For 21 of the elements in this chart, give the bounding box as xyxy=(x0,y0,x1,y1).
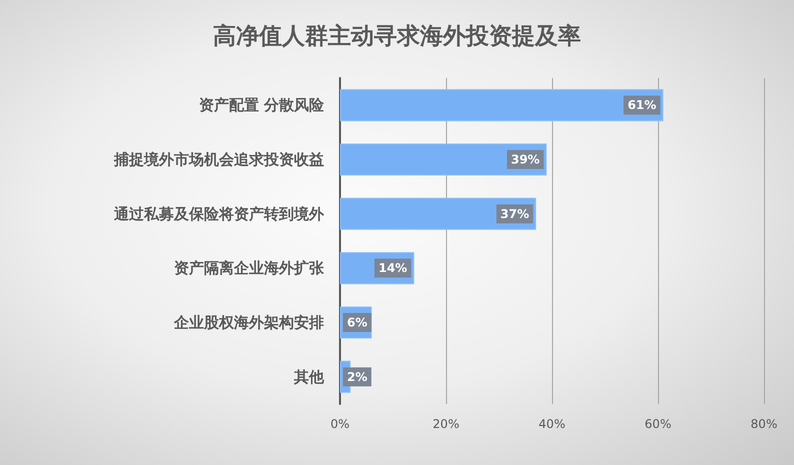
x-tick-label: 40% xyxy=(538,417,566,431)
bar xyxy=(340,143,547,176)
x-tick-label: 80% xyxy=(750,417,778,431)
data-label: 39% xyxy=(510,152,540,166)
y-tick-label: 资产隔离企业海外扩张 xyxy=(174,259,325,278)
data-label: 61% xyxy=(628,98,656,112)
data-label: 2% xyxy=(347,370,368,384)
y-tick-label: 企业股权海外架构安排 xyxy=(173,314,324,332)
x-tick-label: 0% xyxy=(330,417,350,431)
x-tick-label: 60% xyxy=(644,417,672,431)
y-tick-label: 通过私募及保险将资产转到境外 xyxy=(113,204,325,223)
data-label: 14% xyxy=(378,261,408,276)
chart-title: 高净值人群主动寻求海外投资提及率 xyxy=(213,22,581,50)
bar xyxy=(340,198,536,230)
y-tick-label: 其他 xyxy=(293,368,325,386)
data-label: 37% xyxy=(500,206,530,221)
data-label: 6% xyxy=(347,316,368,330)
x-tick-label: 20% xyxy=(432,417,460,431)
bar xyxy=(340,89,664,122)
y-tick-label: 资产配置 分散风险 xyxy=(198,96,325,114)
y-tick-label: 捕捉境外市场机会追求投资收益 xyxy=(113,150,324,168)
